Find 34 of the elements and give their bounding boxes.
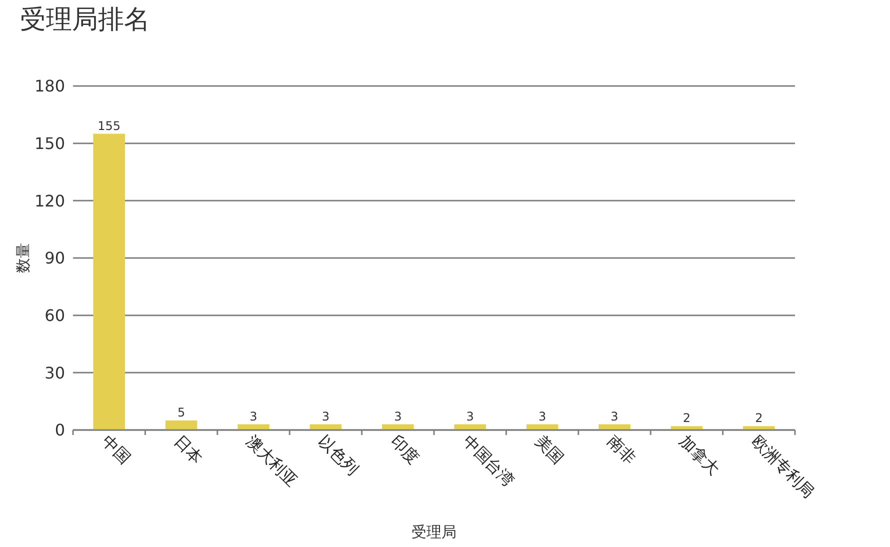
data-label: 2 xyxy=(682,411,691,426)
y-tick-label: 150 xyxy=(34,134,65,153)
x-tick-label: 以色列 xyxy=(314,431,362,479)
data-label: 5 xyxy=(177,405,186,420)
x-tick-label: 中国 xyxy=(98,431,134,468)
x-tick-label: 日本 xyxy=(170,431,207,468)
x-tick-label: 加拿大 xyxy=(676,431,724,479)
bar xyxy=(743,426,775,430)
y-tick-label: 180 xyxy=(34,76,65,96)
data-label: 2 xyxy=(755,411,763,426)
x-tick-label: 南非 xyxy=(604,431,640,468)
x-tick-label: 印度 xyxy=(387,431,424,468)
y-tick-label: 60 xyxy=(44,306,65,325)
x-axis-title: 受理局 xyxy=(412,523,456,541)
bar xyxy=(93,134,125,430)
data-label: 155 xyxy=(98,118,121,133)
data-label: 3 xyxy=(610,409,618,424)
data-label: 3 xyxy=(394,409,402,424)
chart-title: 受理局排名 xyxy=(20,5,150,35)
x-tick-label: 澳大利亚 xyxy=(242,431,302,490)
x-tick-label: 美国 xyxy=(531,431,568,468)
bar xyxy=(670,426,703,430)
bar xyxy=(165,420,198,430)
data-label: 3 xyxy=(538,409,546,424)
data-label: 3 xyxy=(322,409,330,424)
y-tick-label: 30 xyxy=(44,363,65,382)
y-tick-label: 90 xyxy=(44,248,65,268)
y-tick-label: 120 xyxy=(34,191,65,210)
y-tick-label: 0 xyxy=(54,420,65,440)
data-label: 3 xyxy=(250,409,258,424)
y-axis-title: 数量 xyxy=(14,243,32,273)
x-tick-label: 中国台湾 xyxy=(459,431,518,490)
data-label: 3 xyxy=(466,409,474,424)
x-tick-label: 欧洲专利局 xyxy=(748,431,818,502)
